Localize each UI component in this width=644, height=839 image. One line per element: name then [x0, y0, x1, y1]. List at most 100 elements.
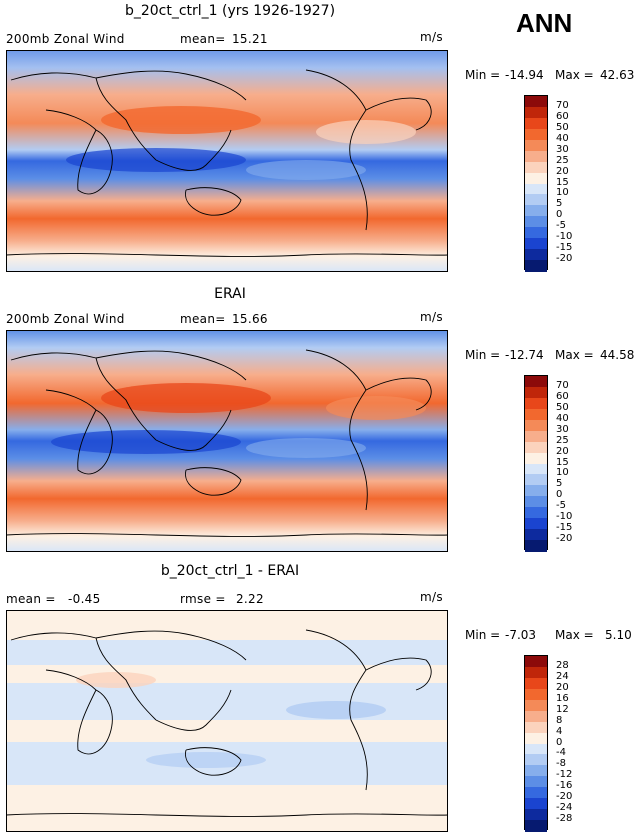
- colorbar-segment: [525, 540, 547, 552]
- colorbar-tick-label: 50: [556, 401, 569, 413]
- colorbar-segment: [525, 452, 547, 464]
- season-label: ANN: [516, 8, 573, 38]
- panel-2-field-label: 200mb Zonal Wind: [6, 312, 125, 326]
- colorbar-tick-label: 30: [556, 423, 569, 435]
- panel-1-field-label: 200mb Zonal Wind: [6, 32, 125, 46]
- colorbar-tick-label: 60: [556, 390, 569, 402]
- panel-3-min-value: -7.03: [505, 628, 537, 642]
- colorbar-segment: [525, 161, 547, 174]
- colorbar-segment: [525, 474, 547, 486]
- colorbar-segment: [525, 518, 547, 530]
- colorbar-segment: [525, 441, 547, 454]
- colorbar-segment: [525, 754, 547, 766]
- colorbar-tick-label: -10: [556, 511, 573, 523]
- panel-1-max-value: 42.63: [600, 68, 635, 82]
- colorbar-segment: [525, 106, 547, 119]
- colorbar-tick-label: -20: [556, 253, 573, 265]
- colorbar-segment: [525, 688, 547, 701]
- colorbar-segment: [525, 96, 547, 108]
- colorbar-segment: [525, 397, 547, 410]
- colorbar-segment: [525, 787, 547, 799]
- colorbar-tick-label: 20: [556, 165, 569, 177]
- colorbar-tick-label: -20: [556, 533, 573, 545]
- colorbar-segment: [525, 172, 547, 184]
- panel-3-units: m/s: [420, 590, 443, 604]
- colorbar-segment: [525, 699, 547, 712]
- panel-2-min-value: -12.74: [505, 348, 544, 362]
- colorbar-segment: [525, 376, 547, 388]
- colorbar-tick-label: -8: [556, 758, 566, 770]
- panel-1-min-value: -14.94: [505, 68, 544, 82]
- panel-2-title: ERAI: [214, 286, 246, 302]
- colorbar-tick-label: 25: [556, 154, 569, 166]
- colorbar-segment: [525, 216, 547, 228]
- colorbar-tick-label: 70: [556, 379, 569, 391]
- panel-2-max-value: 44.58: [600, 348, 635, 362]
- panel-2-mean-label: mean=: [180, 312, 226, 326]
- panel-1-mean-value: 15.21: [232, 32, 268, 46]
- colorbar-tick-label: 40: [556, 132, 569, 144]
- colorbar-segment: [525, 139, 547, 152]
- colorbar-tick-label: 40: [556, 412, 569, 424]
- colorbar-segment: [525, 430, 547, 443]
- colorbar-tick-label: 4: [556, 725, 563, 737]
- panel-1-min-label: Min =: [465, 68, 501, 82]
- colorbar-tick-label: 5: [556, 198, 563, 210]
- colorbar-tick-label: -15: [556, 242, 573, 254]
- colorbar-segment: [525, 238, 547, 250]
- colorbar-segment: [525, 386, 547, 399]
- colorbar-tick-label: -28: [556, 813, 573, 825]
- colorbar-tick-label: 5: [556, 478, 563, 490]
- colorbar-tick-label: 0: [556, 209, 563, 221]
- colorbar-segment: [525, 507, 547, 519]
- panel-3-rmse-label: rmse =: [180, 592, 226, 606]
- colorbar-tick-label: 16: [556, 692, 569, 704]
- colorbar-segment: [525, 150, 547, 163]
- colorbar-segment: [525, 419, 547, 432]
- colorbar-tick-label: 60: [556, 110, 569, 122]
- panel-1-max-label: Max =: [555, 68, 594, 82]
- colorbar-tick-label: 10: [556, 187, 569, 199]
- colorbar-tick-label: -4: [556, 747, 566, 759]
- panel-1-colorbar: [524, 95, 548, 272]
- panel-2-mean-value: 15.66: [232, 312, 268, 326]
- colorbar-tick-label: 28: [556, 659, 569, 671]
- panel-3-rmse-value: 2.22: [236, 592, 264, 606]
- panel-1-units: m/s: [420, 30, 443, 44]
- colorbar-tick-label: 0: [556, 736, 563, 748]
- panel-3-map: [6, 610, 448, 832]
- colorbar-segment: [525, 820, 547, 832]
- colorbar-segment: [525, 743, 547, 755]
- panel-3-mean-label: mean =: [6, 592, 56, 606]
- panel-3-colorbar: [524, 655, 548, 832]
- colorbar-tick-label: -5: [556, 220, 566, 232]
- colorbar-segment: [525, 710, 547, 723]
- panel-1-map: [6, 50, 448, 272]
- panel-3-max-label: Max =: [555, 628, 594, 642]
- colorbar-segment: [525, 496, 547, 508]
- colorbar-tick-label: 25: [556, 434, 569, 446]
- colorbar-segment: [525, 183, 547, 195]
- colorbar-tick-label: -16: [556, 780, 573, 792]
- panel-1-mean-label: mean=: [180, 32, 226, 46]
- colorbar-tick-label: 70: [556, 99, 569, 111]
- colorbar-tick-label: 15: [556, 176, 569, 188]
- panel-1-title: b_20ct_ctrl_1 (yrs 1926-1927): [124, 3, 336, 19]
- colorbar-tick-label: 0: [556, 489, 563, 501]
- colorbar-tick-label: 8: [556, 714, 563, 726]
- colorbar-segment: [525, 809, 547, 821]
- colorbar-segment: [525, 194, 547, 206]
- colorbar-segment: [525, 529, 547, 541]
- colorbar-segment: [525, 721, 547, 734]
- panel-2-min-label: Min =: [465, 348, 501, 362]
- colorbar-tick-label: -12: [556, 769, 573, 781]
- panel-2-units: m/s: [420, 310, 443, 324]
- colorbar-segment: [525, 765, 547, 777]
- colorbar-segment: [525, 117, 547, 130]
- colorbar-segment: [525, 260, 547, 272]
- colorbar-segment: [525, 656, 547, 668]
- colorbar-tick-label: 20: [556, 681, 569, 693]
- colorbar-tick-label: 15: [556, 456, 569, 468]
- colorbar-tick-label: -15: [556, 522, 573, 534]
- panel-2-colorbar: [524, 375, 548, 552]
